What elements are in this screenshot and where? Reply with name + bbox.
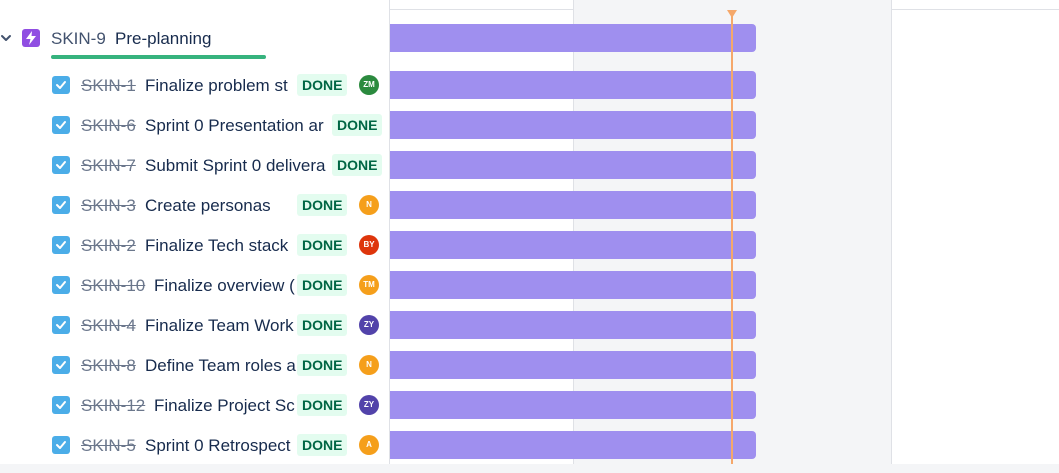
issue-row[interactable]: SKIN-6 Sprint 0 Presentation ar DONE bbox=[0, 111, 389, 139]
epic-timeline-bar[interactable] bbox=[390, 24, 756, 52]
assignee-avatar[interactable]: A bbox=[359, 435, 379, 455]
horizontal-scrollbar[interactable] bbox=[0, 464, 1059, 473]
issue-title[interactable]: Sprint 0 Retrospect bbox=[145, 436, 291, 455]
assignee-avatar[interactable]: N bbox=[359, 355, 379, 375]
issue-timeline-bar[interactable] bbox=[390, 151, 756, 179]
issue-row[interactable]: SKIN-8 Define Team roles a DONE N bbox=[0, 351, 389, 379]
issue-row[interactable]: SKIN-2 Finalize Tech stack DONE BY bbox=[0, 231, 389, 259]
assignee-avatar[interactable]: ZY bbox=[359, 315, 379, 335]
today-marker-icon bbox=[727, 10, 737, 18]
issue-title[interactable]: Create personas bbox=[145, 196, 271, 215]
issue-key[interactable]: SKIN-8 bbox=[81, 356, 136, 375]
issue-timeline-bar[interactable] bbox=[390, 191, 756, 219]
epic-lightning-icon bbox=[22, 29, 40, 47]
issue-title[interactable]: Finalize overview ( bbox=[154, 276, 295, 295]
issue-timeline-bar[interactable] bbox=[390, 231, 756, 259]
assignee-avatar[interactable]: TM bbox=[359, 275, 379, 295]
task-checkbox-icon bbox=[52, 76, 70, 94]
issue-title[interactable]: Submit Sprint 0 delivera bbox=[145, 156, 326, 175]
task-checkbox-icon bbox=[52, 316, 70, 334]
chevron-down-icon[interactable] bbox=[0, 31, 12, 43]
issue-timeline-bar[interactable] bbox=[390, 111, 756, 139]
issue-timeline-bar[interactable] bbox=[390, 351, 756, 379]
task-checkbox-icon bbox=[52, 156, 70, 174]
issue-title[interactable]: Finalize Tech stack bbox=[145, 236, 289, 255]
epic-title[interactable]: Pre-planning bbox=[115, 29, 212, 48]
issue-row[interactable]: SKIN-1 Finalize problem st DONE ZM bbox=[0, 71, 389, 99]
issue-row[interactable]: SKIN-4 Finalize Team Work DONE ZY bbox=[0, 311, 389, 339]
task-checkbox-icon bbox=[52, 236, 70, 254]
task-checkbox-icon bbox=[52, 396, 70, 414]
issue-row[interactable]: SKIN-5 Sprint 0 Retrospect DONE A bbox=[0, 431, 389, 459]
issue-title[interactable]: Define Team roles a bbox=[145, 356, 296, 375]
issue-key[interactable]: SKIN-1 bbox=[81, 76, 136, 95]
status-badge[interactable]: DONE bbox=[297, 394, 348, 416]
status-badge[interactable]: DONE bbox=[297, 274, 348, 296]
task-checkbox-icon bbox=[52, 436, 70, 454]
epic-row[interactable]: SKIN-9 Pre-planning bbox=[0, 24, 389, 59]
epic-key[interactable]: SKIN-9 bbox=[51, 29, 106, 48]
issue-title[interactable]: Finalize Team Work bbox=[145, 316, 294, 335]
epic-progress-bar bbox=[51, 55, 266, 59]
status-badge[interactable]: DONE bbox=[297, 434, 348, 456]
issue-row[interactable]: SKIN-7 Submit Sprint 0 delivera DONE bbox=[0, 151, 389, 179]
timeline-pane bbox=[390, 0, 1059, 473]
issue-key[interactable]: SKIN-10 bbox=[81, 276, 146, 295]
issue-title[interactable]: Finalize Project Sc bbox=[154, 396, 295, 415]
task-checkbox-icon bbox=[52, 116, 70, 134]
issue-row[interactable]: SKIN-10 Finalize overview (DONE TM bbox=[0, 271, 389, 299]
issue-list-pane: SKIN-9 Pre-planning SKIN-1 Finalize probl… bbox=[0, 0, 389, 473]
issue-key[interactable]: SKIN-3 bbox=[81, 196, 136, 215]
task-checkbox-icon bbox=[52, 276, 70, 294]
issue-timeline-bar[interactable] bbox=[390, 431, 756, 459]
today-line bbox=[731, 12, 733, 473]
status-badge[interactable]: DONE bbox=[297, 234, 348, 256]
issue-key[interactable]: SKIN-12 bbox=[81, 396, 146, 415]
issue-title[interactable]: Sprint 0 Presentation ar bbox=[145, 116, 324, 135]
issue-key[interactable]: SKIN-4 bbox=[81, 316, 136, 335]
issue-row[interactable]: SKIN-12 Finalize Project Sc DONE ZY bbox=[0, 391, 389, 419]
status-badge[interactable]: DONE bbox=[332, 154, 383, 176]
status-badge[interactable]: DONE bbox=[297, 194, 348, 216]
assignee-avatar[interactable]: ZY bbox=[359, 395, 379, 415]
issue-timeline-bar[interactable] bbox=[390, 71, 756, 99]
status-badge[interactable]: DONE bbox=[297, 354, 348, 376]
issue-timeline-bar[interactable] bbox=[390, 391, 756, 419]
issue-timeline-bar[interactable] bbox=[390, 311, 756, 339]
header-divider bbox=[0, 9, 1059, 10]
task-checkbox-icon bbox=[52, 356, 70, 374]
issue-key[interactable]: SKIN-7 bbox=[81, 156, 136, 175]
issue-key[interactable]: SKIN-6 bbox=[81, 116, 136, 135]
status-badge[interactable]: DONE bbox=[297, 74, 348, 96]
assignee-avatar[interactable]: N bbox=[359, 195, 379, 215]
issue-key[interactable]: SKIN-2 bbox=[81, 236, 136, 255]
issue-key[interactable]: SKIN-5 bbox=[81, 436, 136, 455]
assignee-avatar[interactable]: BY bbox=[359, 235, 379, 255]
pane-divider[interactable] bbox=[389, 0, 390, 473]
issue-row[interactable]: SKIN-3 Create personas DONE N bbox=[0, 191, 389, 219]
status-badge[interactable]: DONE bbox=[332, 114, 383, 136]
status-badge[interactable]: DONE bbox=[297, 314, 348, 336]
issue-timeline-bar[interactable] bbox=[390, 271, 756, 299]
assignee-avatar[interactable]: ZM bbox=[359, 75, 379, 95]
task-checkbox-icon bbox=[52, 196, 70, 214]
issue-title[interactable]: Finalize problem st bbox=[145, 76, 288, 95]
